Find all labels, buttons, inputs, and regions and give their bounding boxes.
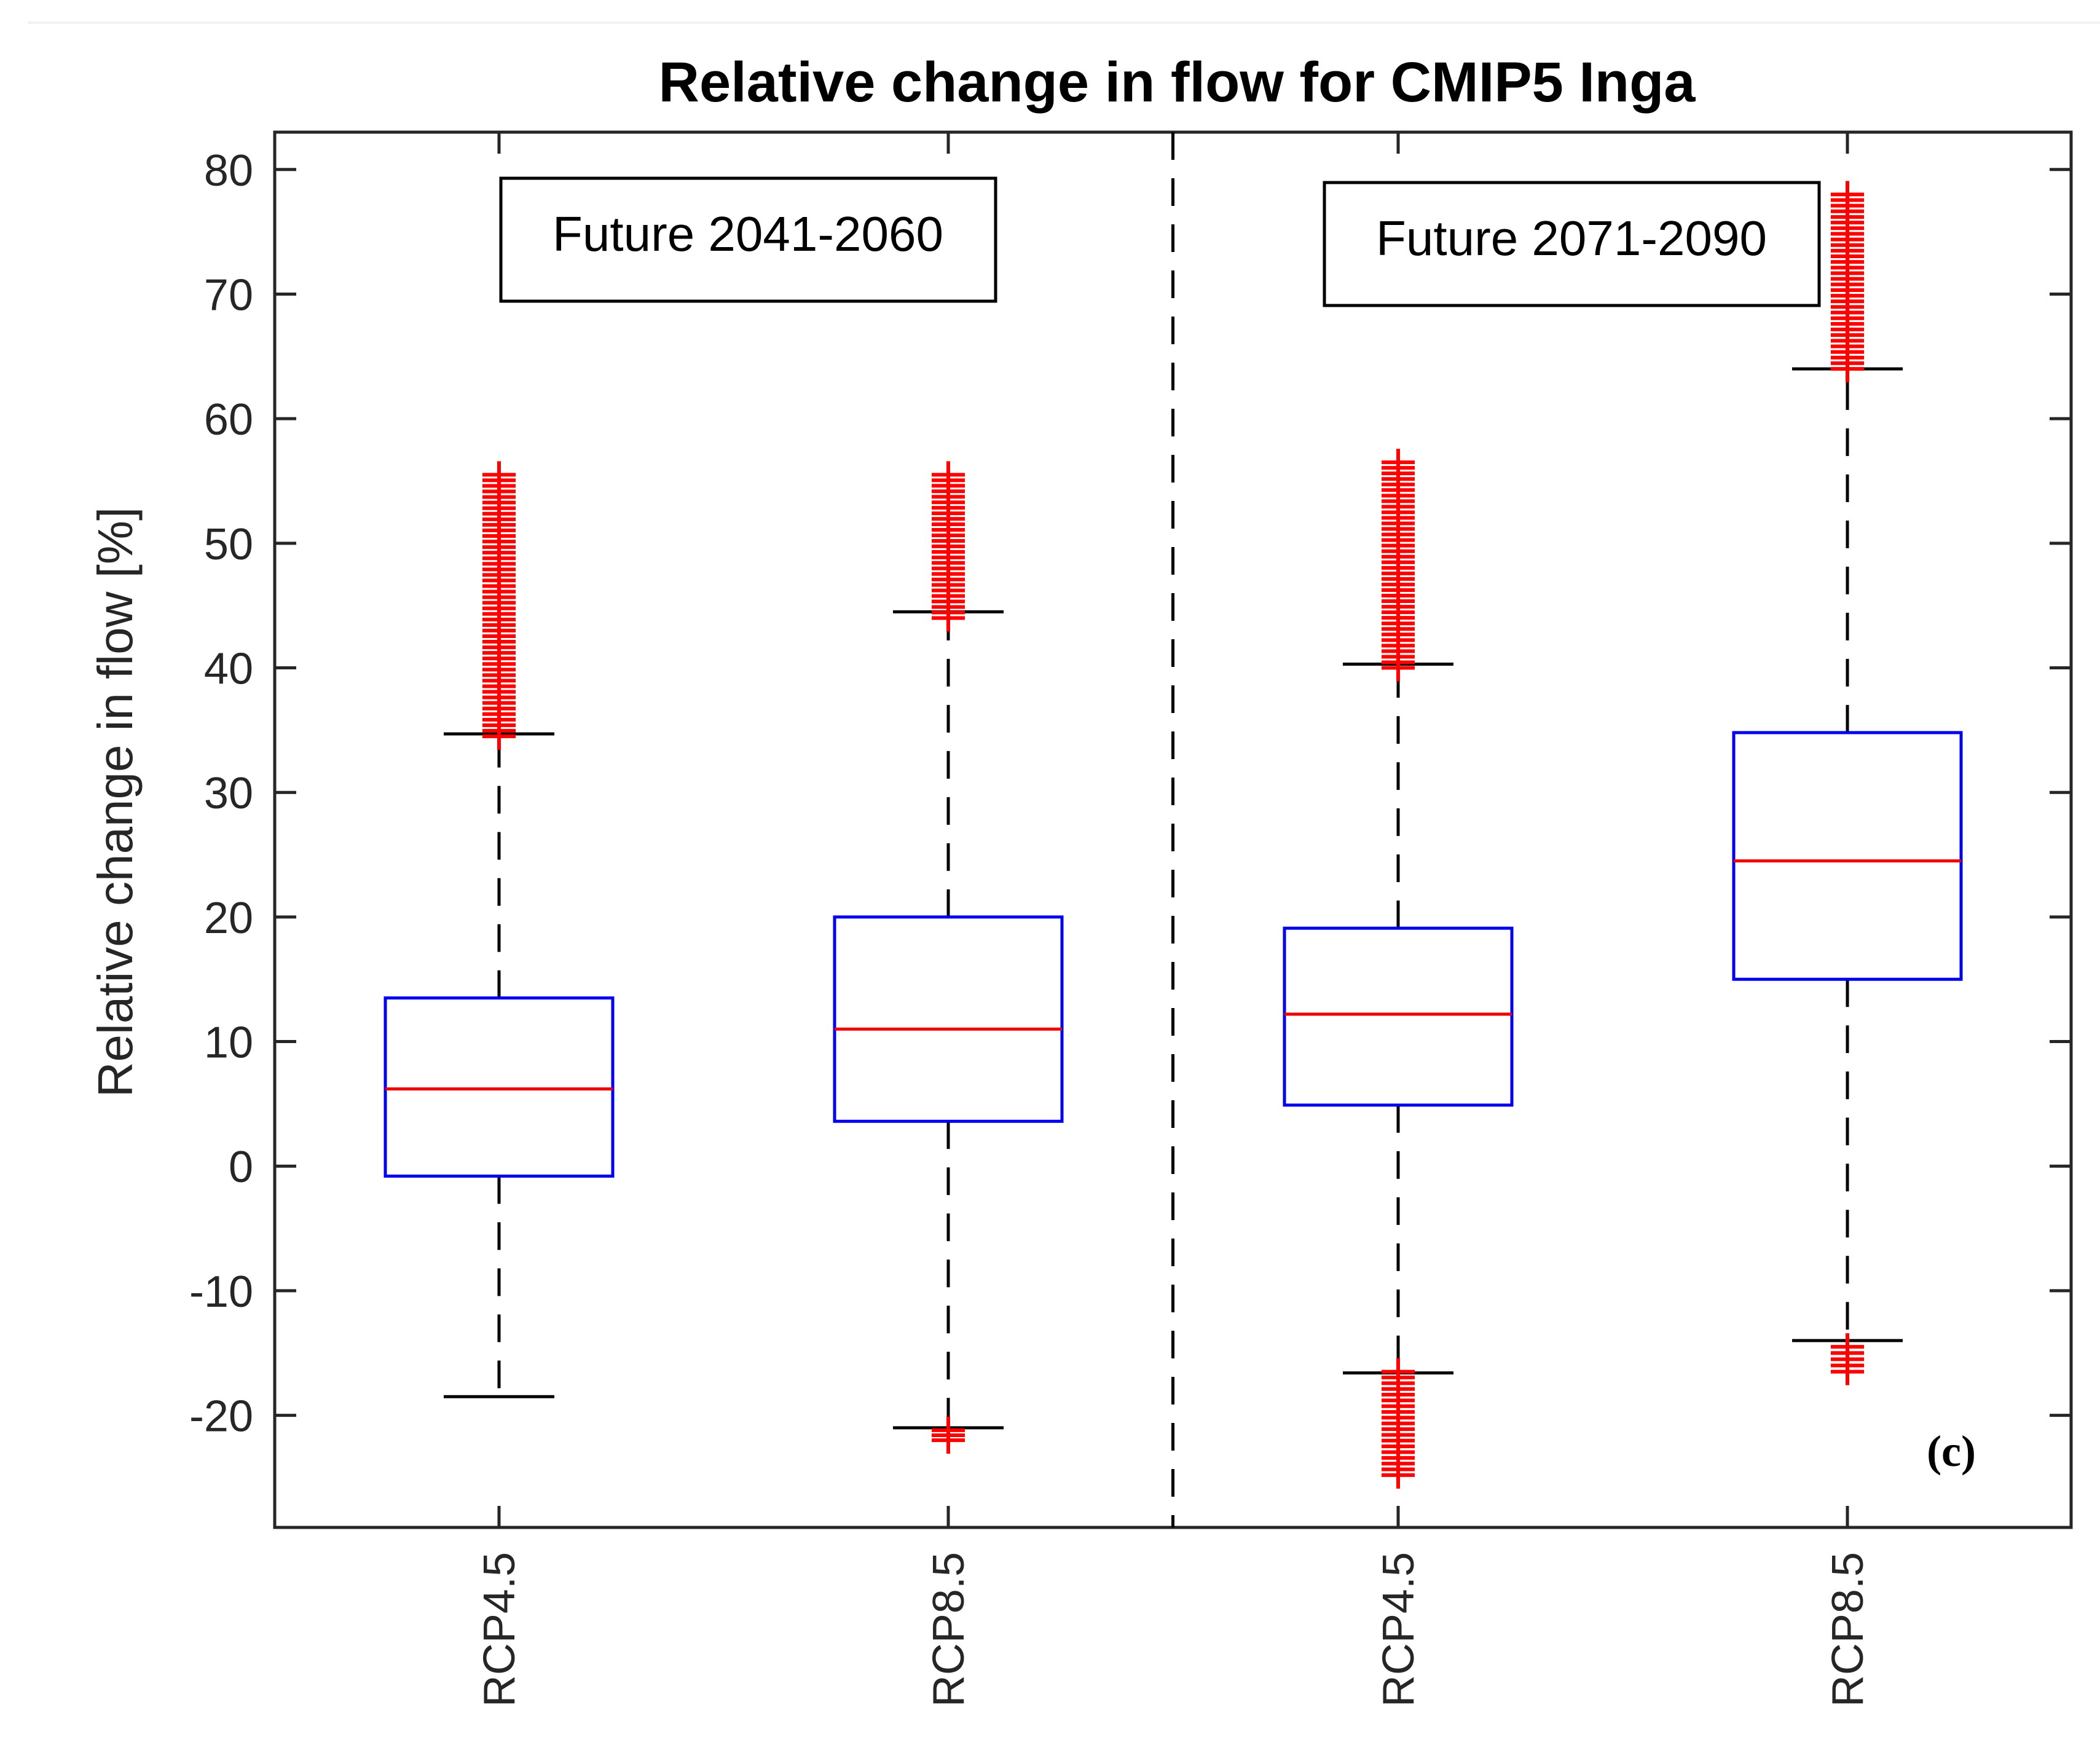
y-tick-label: 30 xyxy=(204,769,253,818)
y-tick-label: 40 xyxy=(204,645,253,694)
y-tick-label: 80 xyxy=(204,146,253,195)
period-box-2: Future 2071-2090 xyxy=(1323,181,1821,307)
box-iqr xyxy=(1283,926,1514,1107)
period-box-1: Future 2041-2060 xyxy=(499,176,997,303)
y-tick-label: -20 xyxy=(189,1392,253,1441)
y-tick-label: 60 xyxy=(204,395,253,444)
y-tick-label: 0 xyxy=(229,1143,253,1192)
x-category-label: RCP8.5 xyxy=(924,1552,973,1707)
box-iqr xyxy=(833,915,1064,1123)
top-strip xyxy=(28,22,2100,24)
y-axis-label: Relative change in flow [%] xyxy=(88,507,143,1098)
period-box-2-frame xyxy=(1323,181,1821,307)
plot-area: -20 -10 0 10 20 30 40 50 60 70 80 RCP4.5 RCP8.5 RCP4.… xyxy=(189,130,2073,1707)
y-tick-label: 10 xyxy=(204,1018,253,1068)
period-box-1-frame xyxy=(499,176,997,303)
box-iqr xyxy=(383,996,615,1178)
chart-title: Relative change in flow for CMIP5 Inga xyxy=(659,51,1696,114)
panel-label: (c) xyxy=(1927,1427,1976,1476)
x-category-label: RCP8.5 xyxy=(1823,1552,1873,1707)
y-tick-label: 70 xyxy=(204,270,253,320)
period-label-1: Future 2041-2060 xyxy=(553,207,943,261)
period-label-2: Future 2071-2090 xyxy=(1376,211,1767,266)
x-category-label: RCP4.5 xyxy=(475,1552,524,1707)
y-tick-label: 20 xyxy=(204,894,253,943)
y-tick-label: 50 xyxy=(204,520,253,569)
box-iqr xyxy=(1732,731,1963,981)
y-tick-label: -10 xyxy=(189,1267,253,1317)
x-category-label: RCP4.5 xyxy=(1374,1552,1423,1707)
